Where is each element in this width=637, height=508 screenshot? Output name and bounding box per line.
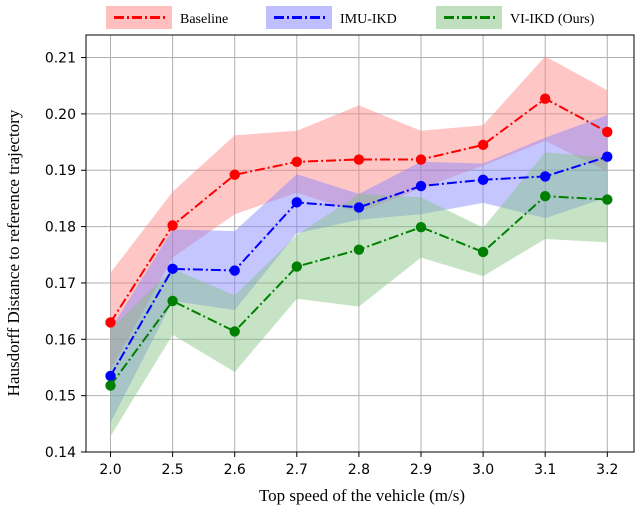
imu-ikd-point [477,174,489,186]
x-tick-label: 2.5 [161,462,183,478]
legend: Baseline IMU-IKD VI-IKD (Ours) [106,6,595,29]
baseline-legend-label: Baseline [180,12,228,27]
x-tick-label: 3.1 [534,462,556,478]
baseline-point [105,317,116,328]
imu-ikd-legend-label: IMU-IKD [340,12,397,27]
imu-ikd-point [291,197,302,208]
y-tick-label: 0.14 [45,445,76,461]
x-tick-label: 2.8 [348,462,370,478]
vi-ikd-ours-point [415,221,427,233]
y-axis-label: Hausdorff Distance to reference trajecto… [4,109,23,396]
y-tick-label: 0.18 [45,220,76,236]
x-axis-label: Top speed of the vehicle (m/s) [259,486,465,505]
imu-ikd-point [415,180,427,192]
vi-ikd-ours-point [477,246,489,258]
baseline-point [540,93,551,104]
baseline-point [229,169,240,180]
baseline-band [110,56,608,371]
imu-ikd-point [167,263,178,275]
imu-ikd-point [229,265,240,276]
baseline-point [167,220,178,231]
y-tick-label: 0.15 [45,389,76,405]
vi-ikd-ours-point [229,326,240,337]
baseline-point [353,154,365,165]
vi-ikd-ours-band [110,152,608,437]
y-tick-label: 0.19 [45,163,76,179]
vi-ikd-ours-point [291,261,302,272]
imu-ikd-line [109,155,608,377]
x-tick-label: 2.6 [224,462,246,478]
axis-ticks: 2.0 2.5 2.6 2.7 2.8 2.9 3.0 3.1 3.2 0.14 0.15 0.16 0… [45,51,619,478]
imu-ikd-point [105,370,116,382]
imu-ikd-point [602,151,613,162]
vi-ikd-ours-point [353,244,365,255]
x-tick-label: 2.0 [99,462,121,478]
y-tick-label: 0.21 [45,51,76,67]
x-tick-label: 3.2 [596,462,618,478]
baseline-point [602,126,613,138]
baseline-point [477,139,489,151]
vi-ikd-ours-point [167,295,178,307]
series-points [105,93,613,391]
y-tick-label: 0.20 [45,107,76,123]
imu-ikd-band [110,115,608,423]
baseline-point [291,156,302,167]
x-tick-label: 2.7 [286,462,308,478]
baseline-point [415,154,427,165]
x-tick-label: 2.9 [410,462,432,478]
confidence-bands [110,56,608,437]
y-tick-label: 0.17 [45,276,76,292]
plot-frame [85,34,635,453]
vi-ikd-ours-point [602,194,613,205]
vi-ikd-ours-point [540,190,551,202]
y-tick-label: 0.16 [45,332,76,348]
vi-ikd-ours-legend-label: VI-IKD (Ours) [510,12,595,27]
imu-ikd-point [540,171,551,182]
vi-ikd-ours-point [105,380,116,391]
x-tick-label: 3.0 [472,462,494,478]
imu-ikd-point [353,202,365,213]
